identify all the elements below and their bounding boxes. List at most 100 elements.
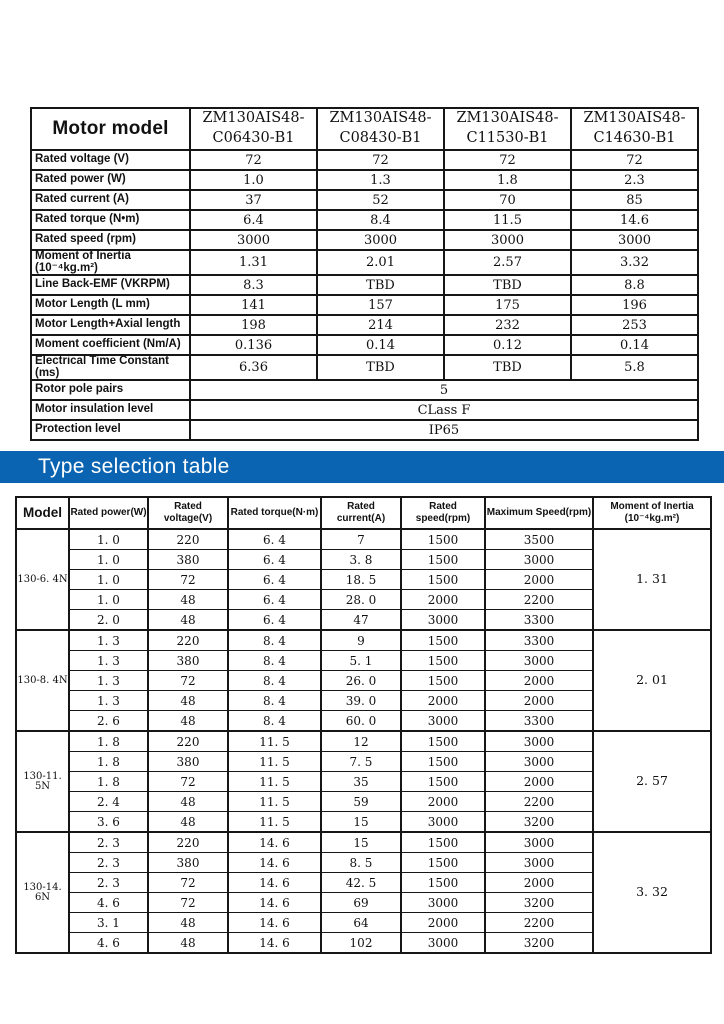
selection-header-cell: Rated speed(rpm)	[400, 496, 486, 530]
selection-value-cell: 39. 0	[320, 690, 402, 711]
spec-value-cell: 0.14	[316, 334, 445, 356]
selection-inertia-cell: 1. 31	[592, 528, 712, 631]
selection-value-cell: 3000	[400, 609, 486, 631]
spec-value-cell: TBD	[316, 274, 445, 296]
selection-value-cell: 14. 6	[227, 852, 322, 873]
spec-value-cell: 14.6	[570, 209, 699, 231]
selection-value-cell: 4. 6	[68, 932, 149, 954]
selection-header-cell: Rated power(W)	[68, 496, 149, 530]
spec-row-label: Motor insulation level	[30, 399, 191, 421]
selection-value-cell: 1500	[400, 569, 486, 590]
spec-row: Moment of Inertia (10⁻⁴kg.m²) 1.31 2.01 2.5…	[30, 249, 699, 276]
spec-value-cell: 157	[316, 294, 445, 316]
selection-value-cell: 72	[147, 771, 229, 792]
spec-row-label: Rated voltage (V)	[30, 149, 191, 171]
selection-value-cell: 1500	[400, 549, 486, 570]
spec-value-cell: 214	[316, 314, 445, 336]
selection-value-cell: 35	[320, 771, 402, 792]
spec-value-cell: 2.01	[316, 249, 445, 276]
selection-value-cell: 2000	[484, 690, 594, 711]
selection-value-cell: 11. 5	[227, 771, 322, 792]
selection-value-cell: 14. 6	[227, 892, 322, 913]
selection-value-cell: 59	[320, 791, 402, 812]
spec-row-label: Moment coefficient (Nm/A)	[30, 334, 191, 356]
type-selection-banner: Type selection table	[0, 451, 724, 483]
spec-value-cell: 5.8	[570, 354, 699, 381]
selection-value-cell: 3. 8	[320, 549, 402, 570]
selection-value-cell: 3000	[484, 751, 594, 772]
spec-row: Rated power (W) 1.0 1.3 1.8 2.3	[30, 169, 699, 191]
spec-row-label: Moment of Inertia (10⁻⁴kg.m²)	[30, 249, 191, 276]
spec-value-cell: 3000	[570, 229, 699, 251]
selection-value-cell: 2000	[484, 872, 594, 893]
selection-value-cell: 3200	[484, 892, 594, 913]
selection-value-cell: 6. 4	[227, 528, 322, 550]
selection-value-cell: 1. 3	[68, 650, 149, 671]
selection-value-cell: 3000	[400, 932, 486, 954]
spec-value-cell: 3.32	[570, 249, 699, 276]
selection-value-cell: 2. 3	[68, 852, 149, 873]
selection-value-cell: 48	[147, 710, 229, 732]
spec-value-cell: 72	[189, 149, 318, 171]
selection-value-cell: 380	[147, 852, 229, 873]
spec-value-cell: 0.14	[570, 334, 699, 356]
selection-inertia-cell: 2. 57	[592, 730, 712, 833]
spec-model-header: ZM130AIS48- C06430-B1	[189, 107, 318, 151]
selection-value-cell: 8. 4	[227, 629, 322, 651]
selection-value-cell: 220	[147, 730, 229, 752]
selection-value-cell: 26. 0	[320, 670, 402, 691]
selection-model-cell: 130-11. 5N	[15, 730, 70, 833]
spec-value-cell: 2.3	[570, 169, 699, 191]
type-selection-table: Model Rated power(W) Rated voltage(V) Rated…	[15, 496, 712, 954]
spec-value-cell: 3000	[443, 229, 572, 251]
spec-value-cell: 8.4	[316, 209, 445, 231]
selection-value-cell: 15	[320, 811, 402, 833]
selection-value-cell: 48	[147, 791, 229, 812]
selection-value-cell: 3000	[484, 730, 594, 752]
selection-value-cell: 2200	[484, 912, 594, 933]
selection-value-cell: 1. 0	[68, 589, 149, 610]
selection-value-cell: 2000	[400, 589, 486, 610]
spec-model-header: ZM130AIS48- C14630-B1	[570, 107, 699, 151]
selection-row: 3. 1 48 14. 6 64 2000 2200	[16, 912, 711, 933]
spec-value-cell: 0.12	[443, 334, 572, 356]
selection-value-cell: 1500	[400, 751, 486, 772]
spec-span-value: IP65	[189, 419, 699, 441]
spec-model-header: ZM130AIS48- C11530-B1	[443, 107, 572, 151]
selection-value-cell: 2000	[484, 771, 594, 792]
spec-value-cell: 8.3	[189, 274, 318, 296]
selection-value-cell: 220	[147, 629, 229, 651]
spec-row-label: Electrical Time Constant (ms)	[30, 354, 191, 381]
selection-value-cell: 1. 3	[68, 670, 149, 691]
spec-value-cell: 3000	[316, 229, 445, 251]
spec-header-row: Motor model ZM130AIS48- C06430-B1 ZM130AIS…	[30, 107, 699, 151]
spec-span-row: Rotor pole pairs 5	[30, 379, 699, 401]
selection-value-cell: 2. 3	[68, 831, 149, 853]
selection-value-cell: 380	[147, 751, 229, 772]
spec-value-cell: TBD	[443, 354, 572, 381]
selection-value-cell: 5. 1	[320, 650, 402, 671]
selection-value-cell: 220	[147, 831, 229, 853]
spec-value-cell: 72	[316, 149, 445, 171]
selection-value-cell: 69	[320, 892, 402, 913]
selection-header-cell: Maximum Speed(rpm)	[484, 496, 594, 530]
selection-header-row: Model Rated power(W) Rated voltage(V) Rated…	[15, 496, 712, 530]
selection-row: 2. 3 72 14. 6 42. 5 1500 2000	[16, 872, 711, 893]
selection-value-cell: 6. 4	[227, 569, 322, 590]
selection-value-cell: 3. 1	[68, 912, 149, 933]
selection-value-cell: 1500	[400, 670, 486, 691]
selection-value-cell: 4. 6	[68, 892, 149, 913]
spec-value-cell: 0.136	[189, 334, 318, 356]
selection-model-cell: 130-8. 4N	[15, 629, 70, 732]
selection-value-cell: 8. 5	[320, 852, 402, 873]
spec-value-cell: 141	[189, 294, 318, 316]
selection-value-cell: 1. 0	[68, 569, 149, 590]
spec-row: Rated speed (rpm) 3000 3000 3000 3000	[30, 229, 699, 251]
selection-header-cell: Rated torque(N·m)	[227, 496, 322, 530]
spec-span-value: 5	[189, 379, 699, 401]
spec-row-label: Motor Length (L mm)	[30, 294, 191, 316]
selection-value-cell: 8. 4	[227, 670, 322, 691]
selection-value-cell: 3200	[484, 811, 594, 833]
selection-value-cell: 3300	[484, 629, 594, 651]
spec-span-row: Motor insulation level CLass F	[30, 399, 699, 421]
